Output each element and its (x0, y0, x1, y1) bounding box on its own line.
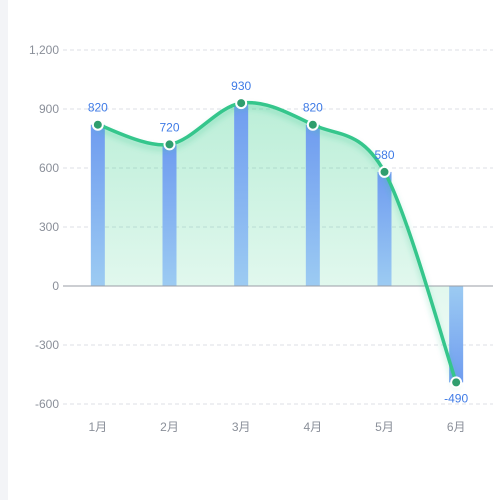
area-fill (97, 102, 457, 383)
bar[interactable] (305, 124, 320, 286)
x-tick-label: 6月 (447, 420, 466, 434)
combo-chart: -600 -300 0 300 600 900 1,200 820 720 930 820 580 -… (29, 43, 493, 434)
line-point[interactable] (235, 97, 248, 110)
data-label: 930 (231, 79, 251, 93)
bar[interactable] (90, 124, 105, 286)
data-label: -490 (444, 391, 468, 405)
line-point[interactable] (378, 165, 391, 178)
x-tick-label: 2月 (160, 420, 179, 434)
y-axis: -600 -300 0 300 600 900 1,200 (29, 43, 59, 411)
bar-series (90, 103, 464, 383)
data-label: 820 (303, 101, 323, 115)
line-area (97, 102, 457, 383)
data-label: 580 (374, 148, 394, 162)
line-point[interactable] (450, 376, 463, 389)
bar[interactable] (449, 286, 464, 383)
x-tick-label: 3月 (232, 420, 251, 434)
y-tick-label: 0 (52, 279, 59, 293)
chart-panel: -600 -300 0 300 600 900 1,200 820 720 930 820 580 -… (8, 0, 500, 500)
y-tick-label: -600 (35, 397, 59, 411)
line-markers (91, 97, 463, 389)
x-axis: 1月 2月 3月 4月 5月 6月 (88, 420, 465, 434)
line-point[interactable] (91, 118, 104, 131)
line-point[interactable] (306, 118, 319, 131)
x-tick-label: 5月 (375, 420, 394, 434)
y-tick-label: 1,200 (29, 43, 59, 57)
bar[interactable] (234, 103, 249, 286)
data-label: 820 (88, 101, 108, 115)
line-point[interactable] (163, 138, 176, 151)
data-labels: 820 720 930 820 580 -490 (88, 79, 469, 405)
x-tick-label: 4月 (303, 420, 322, 434)
y-tick-label: -300 (35, 338, 59, 352)
y-tick-label: 300 (39, 220, 59, 234)
bar[interactable] (377, 171, 392, 286)
bar[interactable] (162, 144, 177, 286)
y-tick-label: 900 (39, 102, 59, 116)
x-tick-label: 1月 (88, 420, 107, 434)
y-tick-label: 600 (39, 161, 59, 175)
data-label: 720 (159, 120, 179, 134)
